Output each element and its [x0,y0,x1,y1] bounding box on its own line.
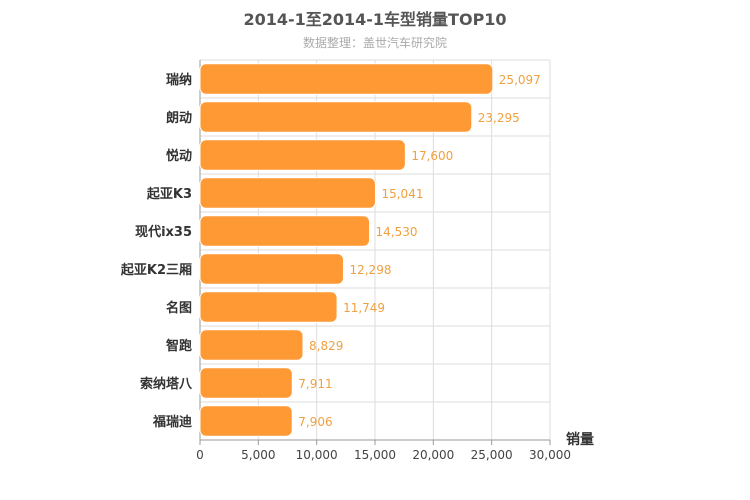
category-label: 福瑞迪 [152,414,192,430]
data-label: 7,911 [298,377,332,391]
bar [199,291,338,323]
category-label: 名图 [166,300,192,316]
x-tick-label: 30,000 [529,448,571,462]
category-label: 智跑 [166,338,192,354]
bar [199,139,406,171]
bar [199,367,293,399]
grid-layer [199,59,551,445]
x-tick-label: 10,000 [296,448,338,462]
data-label: 14,530 [376,225,418,239]
data-label: 7,906 [298,415,332,429]
data-label: 12,298 [349,263,391,277]
chart-title: 2014-1至2014-1车型销量TOP10 [243,10,507,29]
data-label: 23,295 [478,111,520,125]
x-tick-label: 5,000 [241,448,275,462]
label-layer: 0 5,000 10,000 15,000 20,000 25,000 30,000 瑞纳 25… [120,72,571,462]
x-tick-label: 0 [196,448,204,462]
category-label: 现代ix35 [135,224,192,240]
data-label: 25,097 [499,73,541,87]
x-axis-title: 销量 [566,431,594,448]
category-label: 朗动 [166,110,192,126]
bar [199,253,344,285]
bar [199,63,494,95]
data-label: 8,829 [309,339,343,353]
data-label: 17,600 [411,149,453,163]
category-label: 索纳塔八 [140,376,193,392]
data-label: 15,041 [381,187,423,201]
category-label: 起亚K2三厢 [120,262,192,278]
category-label: 悦动 [166,148,192,164]
x-tick-label: 20,000 [412,448,454,462]
data-label: 11,749 [343,301,385,315]
bar [199,215,371,247]
chart-subtitle: 数据整理：盖世汽车研究院 [302,36,447,50]
bar [199,177,376,209]
x-tick-label: 15,000 [354,448,396,462]
x-tick-label: 25,000 [471,448,513,462]
bar [199,329,304,361]
bar [199,405,293,437]
bar [199,101,473,133]
category-label: 瑞纳 [166,72,192,88]
category-label: 起亚K3 [146,186,192,202]
bar-layer [199,63,494,437]
